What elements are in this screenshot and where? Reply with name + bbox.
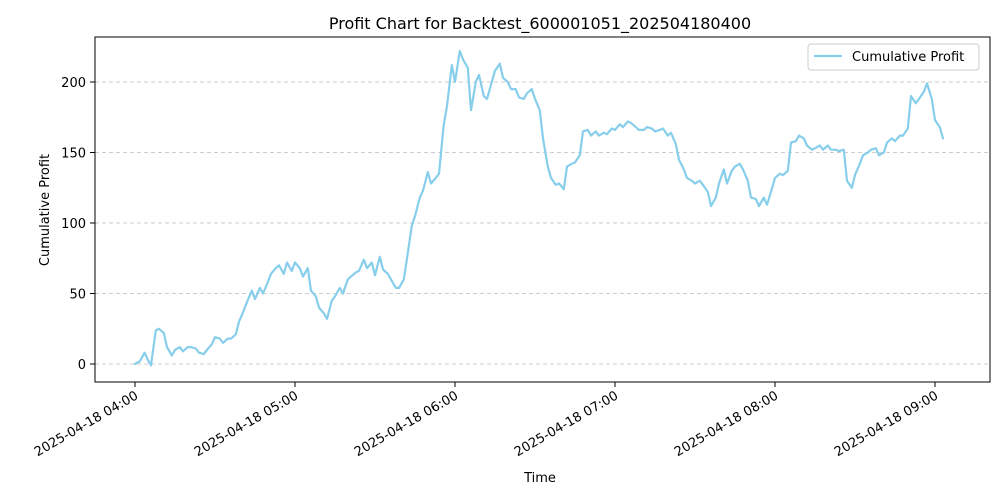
y-tick-label: 0 xyxy=(78,358,86,373)
legend-box xyxy=(807,43,980,71)
y-tick-label: 150 xyxy=(61,147,86,162)
x-tick-label: 2025-04-18 07:00 xyxy=(512,388,621,460)
y-tick-label: 50 xyxy=(69,288,86,303)
x-tick-label: 2025-04-18 04:00 xyxy=(32,388,141,460)
x-tick-label: 2025-04-18 05:00 xyxy=(192,388,301,460)
y-axis-label: Cumulative Profit xyxy=(38,154,53,266)
x-tick-label: 2025-04-18 06:00 xyxy=(352,388,461,460)
y-gridlines xyxy=(95,81,990,365)
legend: Cumulative Profit xyxy=(807,43,980,71)
x-axis-label: Time xyxy=(523,471,556,486)
y-tick-label: 200 xyxy=(61,76,86,91)
x-tick-label: 2025-04-18 09:00 xyxy=(832,388,941,460)
y-axis-ticks: 0 50 100 150 200 xyxy=(61,76,95,373)
chart-title: Profit Chart for Backtest_600001051_2025… xyxy=(329,14,751,34)
legend-label: Cumulative Profit xyxy=(852,50,964,65)
plot-frame xyxy=(94,36,991,383)
x-axis-ticks: 2025-04-18 04:00 2025-04-18 05:00 2025-04-… xyxy=(32,382,941,460)
x-tick-label: 2025-04-18 08:00 xyxy=(672,388,781,460)
y-tick-label: 100 xyxy=(61,217,86,232)
cumulative-profit-line xyxy=(133,49,945,367)
